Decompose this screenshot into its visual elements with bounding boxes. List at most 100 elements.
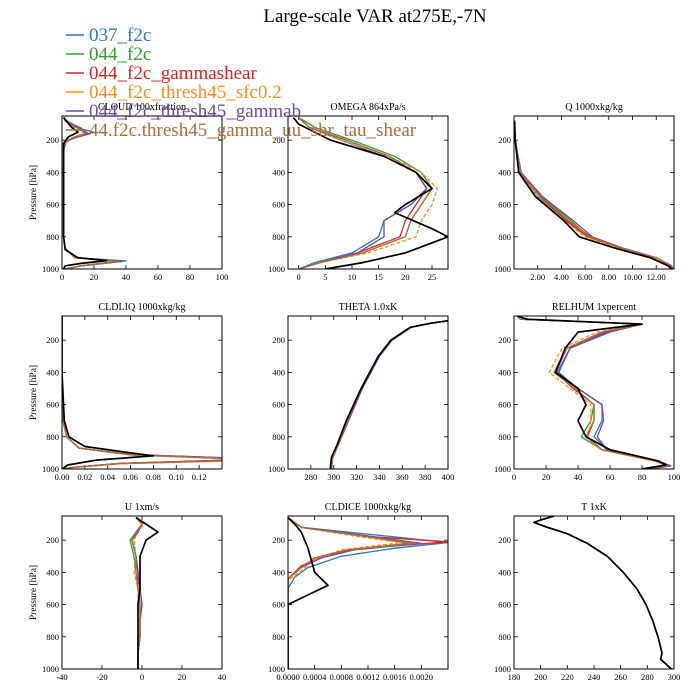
x-tick-label: 10 xyxy=(348,272,357,282)
x-tick-label: 40 xyxy=(218,672,227,682)
y-tick-label: 600 xyxy=(272,200,285,210)
x-tick-label: 0.00 xyxy=(55,472,70,482)
y-tick-label: 800 xyxy=(46,232,59,242)
y-tick-label: 600 xyxy=(498,400,511,410)
x-tick-label: 8.00 xyxy=(601,272,616,282)
panel-title: T 1xK xyxy=(581,502,607,513)
x-tick-label: 12.00 xyxy=(647,272,666,282)
x-tick-label: 360 xyxy=(396,472,409,482)
y-axis-label: Pressure [hPa] xyxy=(29,565,39,620)
y-tick-label: 600 xyxy=(46,200,59,210)
control-series-line xyxy=(533,516,672,669)
figure-title: Large-scale VAR at275E,-7N xyxy=(263,6,486,27)
control-series-line xyxy=(62,316,155,469)
panel-title: RELHUM 1xpercent xyxy=(552,302,636,313)
x-tick-label: 340 xyxy=(373,472,386,482)
y-tick-label: 800 xyxy=(272,632,285,642)
y-tick-label: 1000 xyxy=(268,464,285,474)
series-line-044_f2c_gammashear xyxy=(533,516,672,669)
series-group xyxy=(62,316,222,469)
series-line-44.f2c.thresh45_gamma_uu_shr_tau_shear xyxy=(514,120,673,269)
y-tick-label: 400 xyxy=(272,367,285,377)
control-series-line xyxy=(514,120,673,269)
series-line-44.f2c.thresh45_gamma_uu_shr_tau_shear xyxy=(288,517,416,669)
control-series-line xyxy=(292,117,448,269)
panel-2: OMEGA 864xPa/s 200 400 600 800 1000 0 5 10 15 20 25 xyxy=(268,102,449,282)
panel-title: CLDICE 1000xkg/kg xyxy=(325,502,411,513)
x-tick-label: 0 xyxy=(60,272,64,282)
panel-title: OMEGA 864xPa/s xyxy=(330,102,405,113)
series-group xyxy=(288,516,448,669)
series-line-037_f2c xyxy=(288,517,448,669)
x-tick-label: 5 xyxy=(323,272,327,282)
series-group xyxy=(129,516,159,669)
x-tick-label: 15 xyxy=(374,272,383,282)
x-tick-label: 300 xyxy=(668,672,681,682)
x-tick-label: 0.06 xyxy=(123,472,138,482)
y-tick-label: 800 xyxy=(272,432,285,442)
series-line-044_f2c_thresh45_sfc0.2 xyxy=(298,117,438,269)
legend-entry: 044_f2c_thresh45_gammab xyxy=(89,101,301,122)
y-tick-label: 1000 xyxy=(494,264,511,274)
x-tick-label: 0.12 xyxy=(192,472,207,482)
series-line-044_f2c_thresh45_gammab xyxy=(288,517,422,669)
x-tick-label: 0.08 xyxy=(146,472,161,482)
panel-5: THETA 1.0xK 200 400 600 800 1000 280 300 320 340 3… xyxy=(268,302,454,482)
x-tick-label: 260 xyxy=(614,672,627,682)
y-tick-label: 400 xyxy=(46,567,59,577)
x-tick-label: 20 xyxy=(178,672,187,682)
x-tick-label: 20 xyxy=(542,472,551,482)
x-tick-label: 240 xyxy=(588,672,601,682)
series-line-044_f2c_thresh45_sfc0.2 xyxy=(288,517,402,669)
x-tick-label: -20 xyxy=(96,672,107,682)
y-tick-label: 1000 xyxy=(494,664,511,674)
x-tick-label: 0.10 xyxy=(169,472,184,482)
x-tick-label: -40 xyxy=(56,672,67,682)
legend-entry: 044_f2c_thresh45_sfc0.2 xyxy=(89,82,282,103)
y-tick-label: 200 xyxy=(272,335,285,345)
series-line-44.f2c.thresh45_gamma_uu_shr_tau_shear xyxy=(131,517,143,669)
x-tick-label: 60 xyxy=(606,472,615,482)
legend-entry: 037_f2c xyxy=(89,25,151,46)
y-tick-label: 600 xyxy=(46,600,59,610)
x-tick-label: 4.00 xyxy=(554,272,569,282)
x-tick-label: 200 xyxy=(534,672,547,682)
panel-title: U 1xm/s xyxy=(125,502,159,513)
y-tick-label: 600 xyxy=(272,600,285,610)
control-series-line xyxy=(516,316,667,469)
x-tick-label: 80 xyxy=(638,472,647,482)
series-group xyxy=(514,120,674,269)
plot-frame xyxy=(61,115,223,270)
series-line-037_f2c xyxy=(533,516,672,669)
series-line-044_f2c_thresh45_sfc0.2 xyxy=(514,120,672,269)
y-tick-label: 400 xyxy=(498,567,511,577)
x-tick-label: 2.00 xyxy=(530,272,545,282)
y-tick-label: 400 xyxy=(498,167,511,177)
legend-entry: 044_f2c_gammashear xyxy=(89,63,257,84)
panel-3: Q 1000xkg/kg 200 400 600 800 1000 2.00 4.00 6.00… xyxy=(494,102,675,282)
series-line-044_f2c_thresh45_gammab xyxy=(533,516,672,669)
y-tick-label: 800 xyxy=(272,232,285,242)
y-tick-label: 1000 xyxy=(268,664,285,674)
y-tick-label: 800 xyxy=(46,432,59,442)
y-tick-label: 600 xyxy=(498,200,511,210)
plot-frame xyxy=(287,115,449,270)
y-tick-label: 200 xyxy=(46,335,59,345)
plot-frame xyxy=(513,315,675,470)
y-axis-label: Pressure [hPa] xyxy=(29,365,39,420)
x-tick-label: 80 xyxy=(186,272,195,282)
y-tick-label: 800 xyxy=(498,632,511,642)
legend-entry: 044_f2c xyxy=(89,44,151,65)
x-tick-label: 180 xyxy=(508,672,521,682)
x-tick-label: 20 xyxy=(90,272,99,282)
y-tick-label: 400 xyxy=(272,567,285,577)
x-tick-label: 0 xyxy=(297,272,301,282)
x-tick-label: 0.0020 xyxy=(410,672,433,682)
panel-title: CLDLIQ 1000xkg/kg xyxy=(99,302,186,313)
